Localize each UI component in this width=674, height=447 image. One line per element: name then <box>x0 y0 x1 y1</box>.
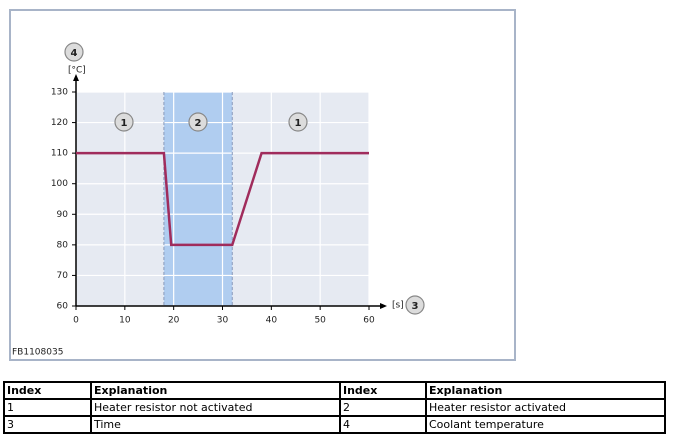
data-line <box>76 151 369 247</box>
region-label-circle <box>288 112 308 132</box>
cell: Time <box>90 415 341 434</box>
y-tick-label: 100 <box>51 179 68 189</box>
table-header: Index Explanation Index Explanation <box>3 381 666 400</box>
y-tick-label: 80 <box>57 240 69 250</box>
y-tick-label: 110 <box>51 149 68 159</box>
y-badge-circle <box>64 42 84 62</box>
x-tick-label: 40 <box>266 316 278 326</box>
region-label: 1 <box>295 118 302 129</box>
cell: 1 <box>3 398 92 417</box>
cell: Heater resistor activated <box>425 398 666 417</box>
region-label-circle <box>188 112 208 132</box>
header-cell: Explanation <box>90 381 341 400</box>
cell: 4 <box>339 415 427 434</box>
x-tick-label: 60 <box>363 316 375 326</box>
y-badge: 4 <box>71 48 78 59</box>
header-cell: Explanation <box>425 381 666 400</box>
x-tick-label: 30 <box>217 316 229 326</box>
y-tick-label: 130 <box>51 88 68 98</box>
region-label: 1 <box>121 118 128 129</box>
x-tick-label: 50 <box>314 316 326 326</box>
y-tick-label: 70 <box>57 271 69 281</box>
x-tick-label: 20 <box>168 316 180 326</box>
y-arrow <box>73 74 79 81</box>
y-tick-label: 60 <box>57 302 69 312</box>
x-unit: [s] <box>392 301 404 311</box>
x-tick-label: 10 <box>119 316 131 326</box>
header-cell: Index <box>339 381 427 400</box>
y-tick-label: 120 <box>51 118 68 128</box>
x-tick-label: 0 <box>73 316 79 326</box>
table-row: 1 Heater resistor not activated 2 Heater… <box>3 398 666 417</box>
figure-id: FB1108035 <box>12 348 63 358</box>
cell: 3 <box>3 415 92 434</box>
region-label: 2 <box>195 118 202 129</box>
y-unit: [°C] <box>68 66 86 76</box>
x-badge-circle <box>405 295 425 315</box>
chart: FB1108035 0 10 20 30 40 50 60 60 70 80 90 100 110 120… <box>9 9 516 361</box>
legend-table: Index Explanation Index Explanation 1 He… <box>3 381 666 434</box>
header-cell: Index <box>3 381 92 400</box>
region-label-circle <box>114 112 134 132</box>
table-row: 3 Time 4 Coolant temperature <box>3 415 666 434</box>
x-arrow <box>380 303 387 309</box>
cell: Coolant temperature <box>425 415 666 434</box>
cell: Heater resistor not activated <box>90 398 341 417</box>
cell: 2 <box>339 398 427 417</box>
x-badge: 3 <box>412 301 419 312</box>
y-tick-label: 90 <box>57 210 69 220</box>
